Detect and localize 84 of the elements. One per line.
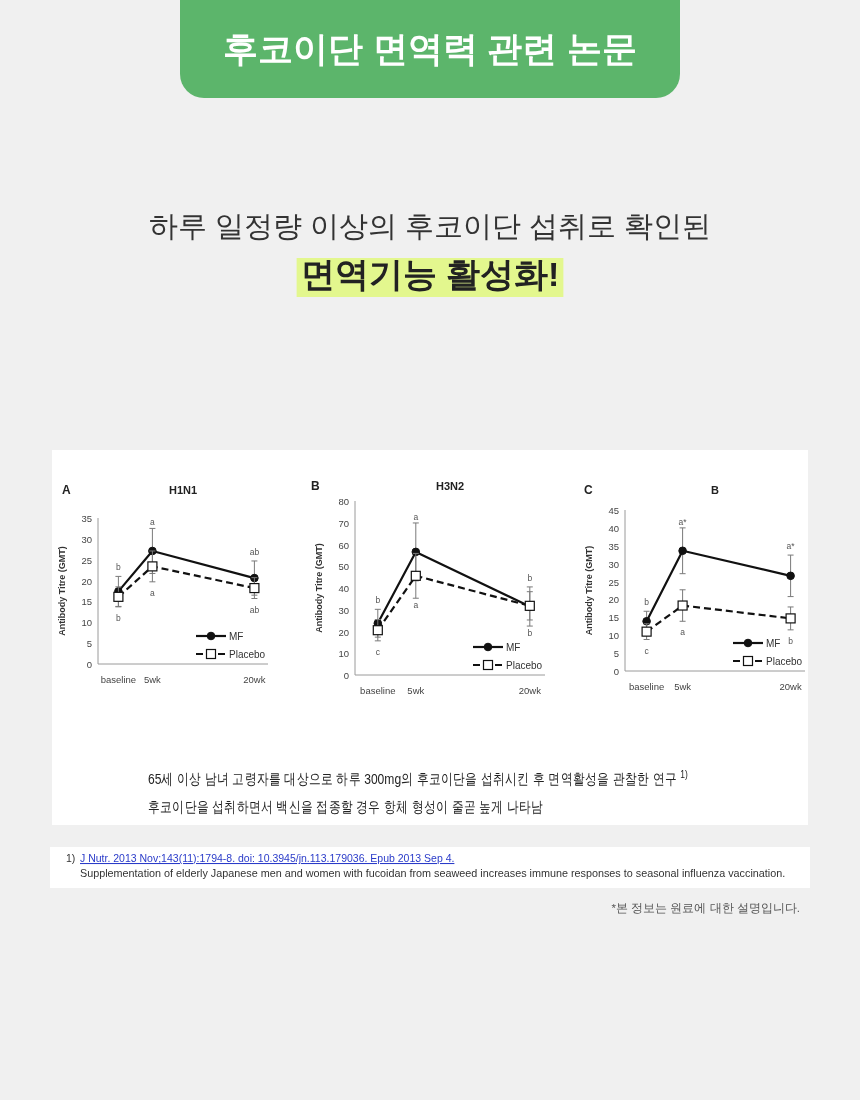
annotation: a* — [678, 516, 688, 527]
y-tick-label: 20 — [608, 593, 619, 605]
y-tick-label: 70 — [338, 517, 349, 529]
y-axis-title: Antibody Titre (GMT) — [584, 545, 594, 636]
y-tick-label: 30 — [608, 558, 619, 570]
x-tick-label: baseline — [100, 674, 137, 685]
y-tick-label: 40 — [608, 522, 619, 534]
annotation: b — [116, 612, 122, 623]
annotation: b — [644, 597, 650, 608]
annotation: c — [644, 645, 650, 656]
y-tick-label: 25 — [608, 576, 619, 588]
annotation: a — [150, 517, 156, 528]
chart-title: B — [711, 484, 720, 496]
x-tick-label: 5wk — [407, 685, 425, 696]
y-tick-label: 45 — [608, 504, 619, 516]
text: B — [311, 479, 320, 493]
legend-label: Placebo — [229, 648, 266, 660]
y-tick-label: 35 — [608, 540, 619, 552]
legend-label: Placebo — [506, 659, 543, 671]
annotation: a — [413, 511, 419, 522]
chart-title: H3N2 — [435, 480, 465, 492]
annotation: ab — [249, 546, 260, 557]
y-tick-label: 80 — [338, 495, 349, 507]
annotation: c — [375, 646, 381, 657]
x-tick-label: baseline — [628, 681, 665, 692]
x-tick-label: 5wk — [143, 674, 162, 685]
annotation: b — [527, 628, 533, 639]
y-tick-label: 10 — [81, 616, 92, 628]
text: 65세 이상 남녀 고령자를 대상으로 하루 300mg의 후코이단을 섭취시킨 후 면역활성을 관찰한 연구 $^{1)}$ — [148, 767, 688, 788]
x-tick-label: 20wk — [779, 681, 802, 692]
annotation: a — [680, 627, 686, 638]
annotation: b — [788, 635, 794, 646]
text: 하루 일정량 이상의 후코이단 섭취로 확인된 — [148, 210, 712, 242]
y-tick-label: 0 — [613, 665, 619, 677]
text: Supplementation of elderly Japanese men and women with fucoidan from seaweed increases immune responses to seasonal influenza vaccination. — [80, 867, 786, 879]
y-tick-label: 15 — [608, 611, 619, 623]
text: C — [584, 483, 593, 497]
text: 1) — [66, 852, 76, 864]
legend-label: MF — [229, 630, 244, 642]
y-tick-label: 10 — [608, 629, 619, 641]
point — [786, 571, 795, 581]
y-tick-label: 30 — [338, 604, 349, 616]
y-tick-label: 20 — [81, 575, 92, 587]
y-tick-label: 60 — [338, 539, 349, 550]
y-tick-label: 0 — [86, 658, 92, 670]
text: *본 정보는 원료에 대한 설명입니다. — [611, 902, 800, 914]
x-tick-label: baseline — [360, 685, 396, 696]
annotation: a — [150, 587, 156, 598]
annotation: ab — [249, 604, 260, 615]
point — [785, 613, 796, 624]
annotation: b — [375, 595, 381, 606]
y-axis-title: Antibody Titre (GMT) — [57, 546, 67, 636]
y-tick-label: 40 — [338, 582, 349, 594]
point — [249, 582, 260, 594]
y-tick-label: 0 — [343, 669, 349, 681]
x-tick-label: 20wk — [518, 685, 542, 696]
annotation: a* — [786, 541, 796, 552]
point — [677, 600, 688, 611]
y-axis-title: Antibody Titre (GMT) — [314, 543, 324, 633]
chart-title: H1N1 — [168, 484, 198, 496]
y-tick-label: 5 — [613, 647, 619, 659]
text: 후코이단을 섭취하면서 백신을 접종할 경우 항체 형성이 줄곧 높게 나타남 — [148, 797, 544, 816]
annotation: b — [527, 572, 533, 583]
y-tick-label: 10 — [338, 647, 349, 659]
y-tick-label: 50 — [338, 560, 349, 572]
annotation: a — [413, 600, 419, 611]
x-tick-label: 20wk — [243, 674, 266, 685]
y-tick-label: 25 — [81, 554, 92, 566]
y-tick-label: 35 — [81, 512, 92, 524]
y-tick-label: 20 — [338, 626, 349, 637]
legend-label: Placebo — [766, 655, 803, 667]
y-tick-label: 30 — [81, 533, 92, 545]
text: 후코이단 면역력 관련 논문 — [222, 29, 638, 68]
text: J Nutr. 2013 Nov;143(11):1794-8. doi: 10.3945/jn.113.179036. Epub 2013 Sep 4. — [80, 852, 455, 864]
text: A — [62, 483, 71, 497]
point — [678, 546, 687, 556]
y-tick-label: 15 — [81, 595, 92, 607]
legend-label: MF — [766, 637, 781, 649]
point — [113, 591, 124, 602]
annotation: b — [116, 562, 122, 573]
y-tick-label: 5 — [86, 637, 92, 649]
x-tick-label: 5wk — [674, 681, 692, 692]
point — [641, 626, 652, 637]
legend-label: MF — [506, 641, 521, 653]
